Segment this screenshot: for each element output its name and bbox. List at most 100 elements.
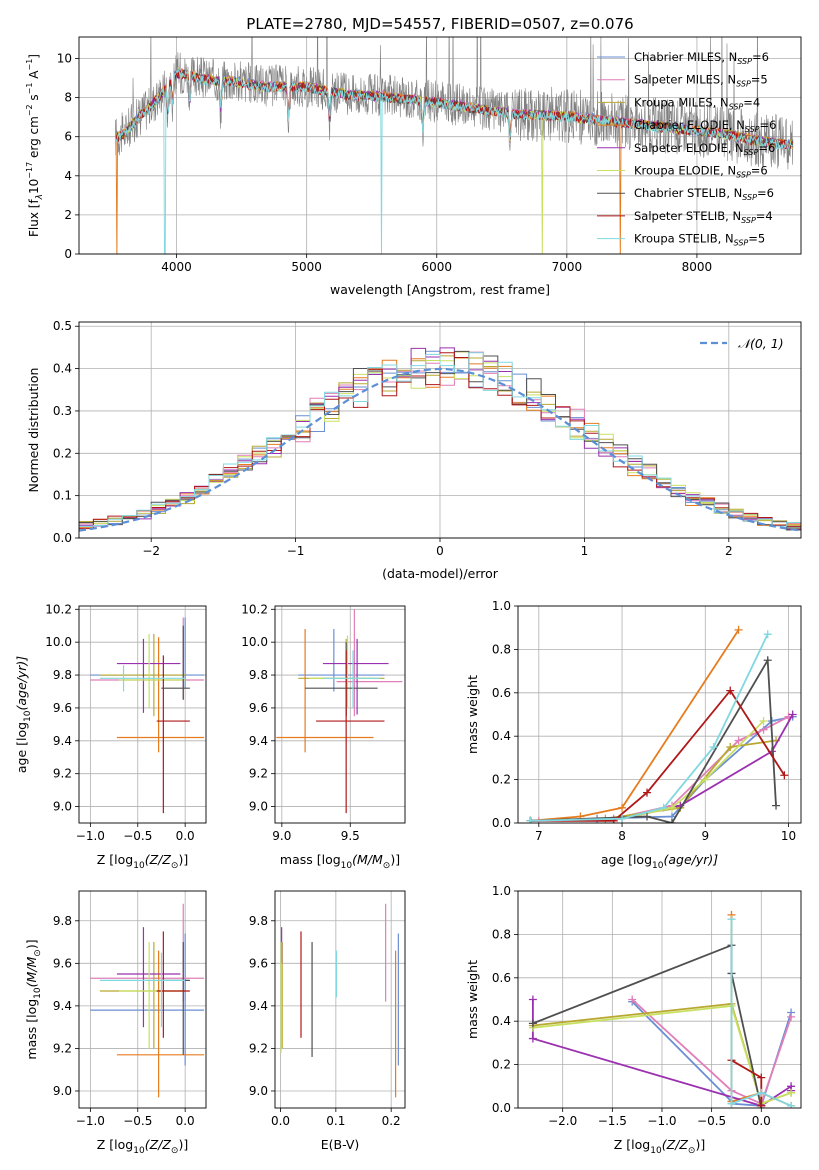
mwz-marker-salpeter-elodie <box>528 995 537 1004</box>
mwz-marker-salpeter-stelib <box>757 1101 766 1108</box>
mwz-marker-salpeter-elodie <box>528 1034 537 1043</box>
mwage-marker-kroupa-stelib <box>526 816 535 823</box>
massebv-frame <box>274 890 406 1109</box>
spectrum-ytick-label: 0 <box>64 247 72 261</box>
mwage-marker-chabrier-stelib <box>763 656 772 665</box>
massz-plot-area <box>90 903 205 1098</box>
residual-hist-panel: −2 −1 0 1 2 0.0 0.1 0.2 0.3 0.4 0.5 (data-model)/er… <box>26 319 802 581</box>
spectrum-panel: 4000 5000 6000 7000 8000 0 2 4 6 8 10 wavelength [A… <box>25 36 802 297</box>
mwage-plot-bg <box>518 606 801 823</box>
agez-ytick-label: 9.2 <box>53 767 72 781</box>
spectrum-xtick-label: 6000 <box>421 260 452 274</box>
legend-entry-salpeter-stelib: Salpeter STELIB, NSSP=4 <box>634 209 773 225</box>
spectrum-xtick-label: 7000 <box>552 260 583 274</box>
mwz-line-kroupa-elodie <box>532 1005 792 1105</box>
mwage-ylabel: mass weight <box>465 675 480 754</box>
hist-legend-label: 𝒩(0, 1) <box>738 336 784 351</box>
massz-xlabel-sub: 10 <box>133 1146 145 1156</box>
massebv-grid <box>275 891 405 1108</box>
spectrum-ylabel-g: s <box>27 94 41 104</box>
mwage-marker-salpeter-stelib <box>780 771 789 780</box>
mwage-marker-salpeter-elodie <box>788 710 797 719</box>
legend-name: Kroupa MILES, <box>634 95 720 109</box>
mwage-marker-kroupa-stelib <box>763 630 772 639</box>
massz-ylabel-close: )] <box>24 939 39 949</box>
spectrum-ylabel-c: 10 <box>27 179 41 194</box>
spectrum-ytick-label: 4 <box>64 169 72 183</box>
agez-ylabel-rest: (age/yr)] <box>14 656 29 711</box>
massz-xlabel-rest: (Z/Z <box>145 1137 172 1152</box>
legend-name: Chabrier STELIB, <box>634 186 734 200</box>
legend-n-sub: SSP <box>741 216 756 225</box>
mwage-marker-chabrier-stelib <box>772 801 781 810</box>
mwz-xlabel-rest: (Z/Z <box>662 1137 689 1152</box>
massz-xlabel-sun: ⊙ <box>171 1146 179 1156</box>
agem-xlabel-main: mass [log <box>280 852 341 867</box>
agez-xlabel-sub: 10 <box>133 861 145 871</box>
legend-entry-salpeter-miles: Salpeter MILES, NSSP=5 <box>634 73 768 89</box>
spectrum-ylabel-h: −1 <box>25 83 34 95</box>
massebv-ytick-label: 9.8 <box>249 914 268 928</box>
massz-ytick-label: 9.6 <box>53 956 72 970</box>
legend-n-sub: SSP <box>745 125 760 134</box>
legend-name: Salpeter MILES, <box>634 73 727 87</box>
figure-title: PLATE=2780, MJD=54557, FIBERID=0507, z=0… <box>246 15 633 33</box>
agem-xtick-label: 9.5 <box>341 829 360 843</box>
mwage-marker-kroupa-elodie <box>667 803 676 812</box>
mwage-marker-salpeter-stelib <box>643 788 652 797</box>
massz-xtick-label: −1.0 <box>76 1114 105 1128</box>
agez-frame <box>78 605 207 824</box>
legend-name: Chabrier MILES, <box>634 50 729 64</box>
mwage-line-chabrier-elodie <box>530 629 740 822</box>
agem-ytick-label: 9.4 <box>249 734 268 748</box>
agem-xlabel-close: )] <box>390 852 400 867</box>
agem-xlabel: mass [log10(M/M⊙)] <box>280 852 400 871</box>
hist-xtick-label: 2 <box>725 544 733 558</box>
massz-plot-bg <box>79 891 206 1108</box>
mwz-marker-salpeter-stelib <box>757 1073 766 1082</box>
spectrum-ylabel-b: λ <box>35 194 45 200</box>
mwage-ytick-label: 0.6 <box>492 686 511 700</box>
mwz-marker-kroupa-stelib <box>727 915 736 924</box>
massz-point-kroupa-stelib <box>99 952 186 1028</box>
legend-n-sub: SSP <box>736 80 751 89</box>
massz-xtick-label: 0.0 <box>176 1114 195 1128</box>
agez-point-chabrier-elodie <box>116 637 205 753</box>
legend-n-value: =6 <box>751 164 768 178</box>
mass-weight-vs-z-panel: −2.0 −1.5 −1.0 −0.5 0.0 0.0 0.2 0.4 0.6 0.8 1.0 Z [… <box>465 884 802 1156</box>
legend-n-sub: SSP <box>737 57 752 66</box>
spectrum-ylabel-e: erg cm <box>27 116 41 162</box>
mwage-xtick-label: 9 <box>701 829 709 843</box>
agez-ytick-label: 10.2 <box>45 602 72 616</box>
hist-ytick-label: 0.3 <box>53 404 72 418</box>
agez-point-salpeter-stelib <box>156 655 190 814</box>
legend-entry-kroupa-stelib: Kroupa STELIB, NSSP=5 <box>634 232 765 248</box>
spectrum-ytick-label: 8 <box>64 91 72 105</box>
legend-n-sub: SSP <box>729 102 744 111</box>
spectrum-xtick-label: 5000 <box>291 260 322 274</box>
mwz-xtick-label: −0.5 <box>697 1114 726 1128</box>
massebv-ytick-label: 9.6 <box>249 956 268 970</box>
agez-point-kroupa-elodie <box>118 633 186 708</box>
legend-n: N <box>735 141 744 155</box>
agem-xtick-label: 9.0 <box>272 829 291 843</box>
agez-point-kroupa-stelib <box>99 665 186 692</box>
legend-n-sub: SSP <box>742 193 757 202</box>
mwz-ytick-label: 0.8 <box>492 927 511 941</box>
agem-point-chabrier-elodie <box>276 629 374 753</box>
agez-ytick-label: 9.4 <box>53 734 72 748</box>
legend-n-value: =5 <box>751 73 768 87</box>
spectrum-ylabel-i: A <box>27 70 41 83</box>
massebv-xtick-label: 0.1 <box>326 1114 345 1128</box>
legend-n-value: =6 <box>757 186 774 200</box>
agem-ytick-label: 9.8 <box>249 668 268 682</box>
mwz-ytick-label: 0.4 <box>492 1014 511 1028</box>
mwage-line-chabrier-stelib <box>530 657 777 823</box>
mwz-ytick-label: 0.0 <box>492 1101 511 1115</box>
spectrum-ylabel-f: −2 <box>25 104 34 116</box>
mwz-marker-kroupa-stelib <box>757 1088 766 1097</box>
agem-plot-bg <box>275 606 405 823</box>
mwz-ytick-label: 0.2 <box>492 1058 511 1072</box>
